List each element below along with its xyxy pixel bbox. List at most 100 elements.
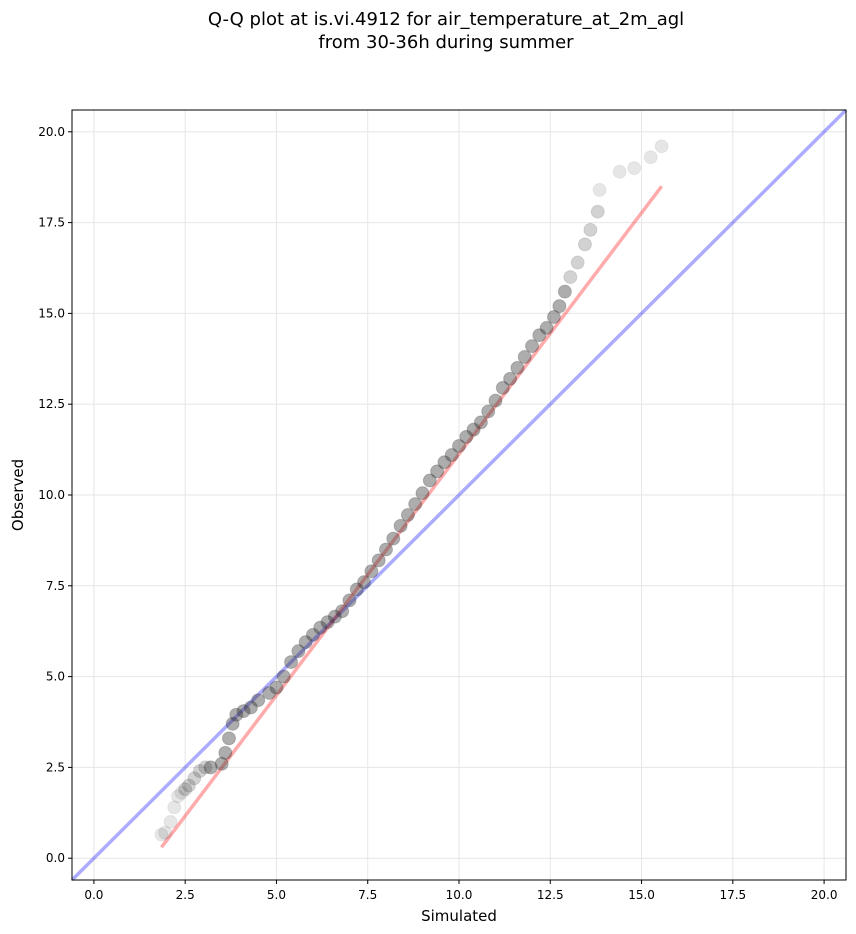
- y-axis-ticks: 0.0 2.5 5.0 7.5 10.0 12.5 15.0 17.5 20.0: [38, 125, 72, 865]
- identity-line: [70, 108, 848, 882]
- quantile-point: [444, 448, 459, 463]
- quantile-point: [452, 438, 466, 453]
- quantile-point: [276, 669, 291, 684]
- quantile-point: [163, 814, 178, 829]
- quantile-point: [473, 415, 488, 430]
- quantile-point: [525, 339, 540, 354]
- quantile-point: [415, 486, 430, 501]
- quantile-point: [221, 731, 236, 746]
- quantile-point: [167, 800, 182, 815]
- quantile-point: [546, 310, 561, 325]
- quantile-point: [408, 497, 423, 512]
- y-tick-label: 5.0: [46, 670, 65, 684]
- x-tick-label: 5.0: [267, 888, 286, 902]
- quantile-point: [400, 507, 415, 522]
- x-tick-label: 0.0: [84, 888, 103, 902]
- quantile-point: [269, 680, 284, 695]
- quantile-point: [335, 604, 350, 619]
- quantile-point: [532, 328, 547, 343]
- quantile-point: [187, 771, 202, 786]
- y-tick-label: 7.5: [46, 579, 65, 593]
- x-tick-label: 20.0: [811, 888, 838, 902]
- quantile-point: [236, 704, 251, 719]
- quantile-point: [262, 685, 277, 700]
- x-tick-label: 17.5: [719, 888, 746, 902]
- quantile-point: [229, 707, 244, 722]
- y-tick-label: 12.5: [38, 397, 65, 411]
- scatter-points: [154, 139, 669, 842]
- quantile-point: [517, 349, 532, 364]
- quantile-point: [459, 429, 474, 444]
- fit-line: [160, 185, 664, 849]
- quantile-point: [371, 553, 386, 568]
- quantile-point: [612, 164, 627, 179]
- x-tick-label: 12.5: [537, 888, 564, 902]
- x-tick-label: 2.5: [176, 888, 195, 902]
- y-tick-label: 20.0: [38, 125, 65, 139]
- x-tick-label: 10.0: [446, 888, 473, 902]
- y-tick-label: 17.5: [38, 216, 65, 230]
- quantile-point: [174, 785, 189, 800]
- quantile-point: [422, 473, 437, 488]
- quantile-point: [364, 564, 379, 579]
- identity-line-group: [70, 108, 848, 882]
- quantile-point: [592, 182, 607, 197]
- quantile-point: [349, 582, 364, 597]
- quantile-point: [503, 371, 518, 386]
- quantile-point: [557, 284, 572, 299]
- x-axis-label: Simulated: [421, 907, 497, 925]
- quantile-point: [218, 745, 233, 760]
- quantile-point: [357, 575, 372, 590]
- y-tick-label: 0.0: [46, 851, 65, 865]
- quantile-point: [466, 422, 481, 437]
- quantile-point: [495, 380, 510, 395]
- quantile-point: [481, 404, 496, 419]
- quantile-point: [284, 655, 299, 670]
- quantile-point: [654, 139, 669, 154]
- quantile-point: [154, 827, 169, 842]
- grid-lines: [72, 110, 846, 880]
- quantile-point: [313, 620, 328, 635]
- x-axis-ticks: 0.0 2.5 5.0 7.5 10.0 12.5 15.0 17.5 20.0: [84, 880, 837, 902]
- x-tick-label: 15.0: [628, 888, 655, 902]
- quantile-point: [298, 635, 313, 650]
- quantile-point: [488, 393, 503, 408]
- quantile-point: [225, 716, 240, 731]
- x-tick-label: 7.5: [358, 888, 377, 902]
- quantile-point: [643, 150, 658, 165]
- quantile-point: [386, 531, 401, 546]
- quantile-point: [320, 615, 335, 630]
- quantile-point: [305, 627, 320, 642]
- quantile-point: [539, 320, 554, 335]
- quantile-point: [552, 299, 567, 314]
- quantile-point: [342, 593, 357, 608]
- quantile-point: [437, 455, 452, 470]
- quantile-point: [291, 644, 306, 659]
- quantile-point: [627, 161, 642, 176]
- quantile-point: [158, 825, 173, 840]
- quantile-point: [327, 609, 342, 624]
- quantile-point: [251, 693, 266, 708]
- quantile-point: [192, 764, 207, 779]
- y-tick-label: 10.0: [38, 488, 65, 502]
- plot-frame: [71, 109, 847, 881]
- chart-subtitle: from 30-36h during summer: [318, 32, 574, 53]
- y-tick-label: 2.5: [46, 760, 65, 774]
- quantile-point: [430, 464, 445, 479]
- quantile-point: [214, 756, 229, 771]
- y-axis-label: Observed: [9, 459, 27, 531]
- quantile-point: [198, 760, 213, 775]
- fit-line-group: [160, 185, 664, 849]
- quantile-point: [577, 237, 592, 252]
- quantile-point: [203, 760, 218, 775]
- quantile-point: [570, 255, 585, 270]
- quantile-point: [563, 270, 578, 285]
- quantile-point: [393, 518, 408, 533]
- y-tick-label: 15.0: [38, 306, 65, 320]
- quantile-point: [510, 360, 525, 375]
- quantile-point: [590, 204, 605, 219]
- chart-title: Q-Q plot at is.vi.4912 for air_temperatu…: [208, 9, 684, 30]
- quantile-point: [170, 789, 185, 804]
- quantile-point: [583, 222, 598, 237]
